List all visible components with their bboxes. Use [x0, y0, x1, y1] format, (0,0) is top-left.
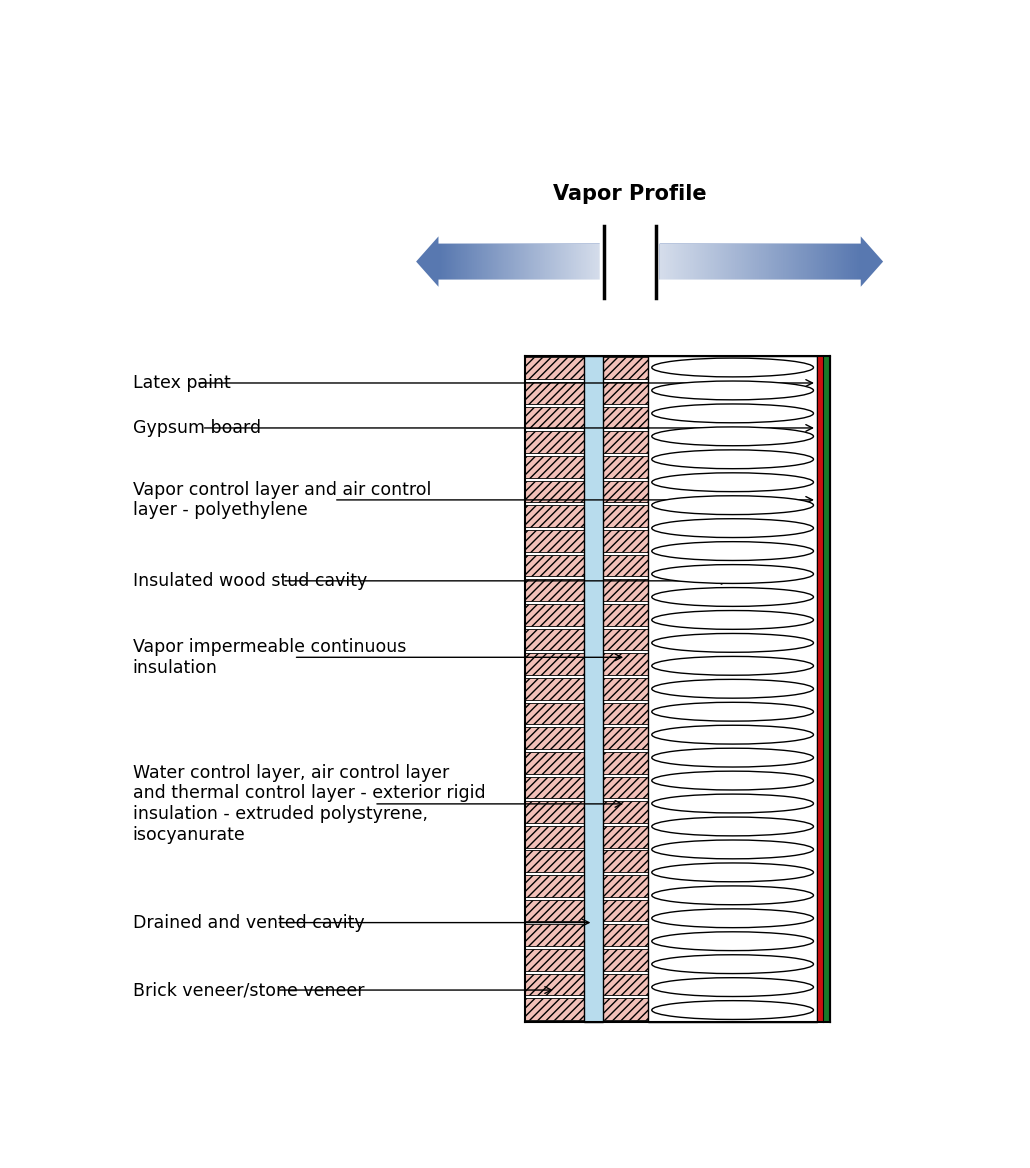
- Bar: [603, 752, 649, 773]
- Bar: [603, 653, 649, 675]
- Ellipse shape: [652, 656, 814, 675]
- Ellipse shape: [652, 954, 814, 974]
- Ellipse shape: [652, 725, 814, 744]
- Bar: [603, 826, 649, 848]
- Bar: [603, 974, 649, 995]
- Ellipse shape: [652, 680, 814, 698]
- Bar: [603, 999, 649, 1020]
- Bar: [525, 506, 584, 527]
- Bar: [603, 728, 649, 749]
- Bar: [603, 875, 649, 897]
- Bar: [823, 356, 830, 1022]
- Bar: [525, 555, 584, 576]
- Ellipse shape: [652, 359, 814, 377]
- Bar: [603, 801, 649, 823]
- Bar: [525, 875, 584, 897]
- Ellipse shape: [652, 633, 814, 652]
- Bar: [525, 950, 584, 971]
- Bar: [603, 850, 649, 872]
- Ellipse shape: [652, 611, 814, 630]
- Bar: [525, 481, 584, 502]
- Bar: [525, 604, 584, 626]
- Ellipse shape: [652, 978, 814, 996]
- Bar: [603, 456, 649, 478]
- Bar: [603, 506, 649, 527]
- Bar: [603, 628, 649, 651]
- Text: Water control layer, air control layer
and thermal control layer - exterior rigi: Water control layer, air control layer a…: [133, 764, 485, 844]
- Bar: [603, 604, 649, 626]
- Bar: [525, 382, 584, 404]
- FancyArrow shape: [659, 236, 883, 287]
- Bar: [603, 431, 649, 453]
- Bar: [525, 456, 584, 478]
- Text: Vapor control layer and air control
layer - polyethylene: Vapor control layer and air control laye…: [133, 480, 432, 520]
- Bar: [817, 356, 823, 1022]
- FancyArrow shape: [416, 236, 599, 287]
- Ellipse shape: [652, 771, 814, 790]
- Bar: [525, 703, 584, 724]
- Bar: [525, 974, 584, 995]
- Ellipse shape: [652, 495, 814, 515]
- Ellipse shape: [652, 381, 814, 399]
- Bar: [603, 357, 649, 380]
- Bar: [525, 653, 584, 675]
- Bar: [525, 899, 584, 922]
- Bar: [525, 777, 584, 798]
- Ellipse shape: [652, 863, 814, 882]
- Bar: [525, 357, 584, 380]
- Bar: [603, 579, 649, 602]
- Text: Latex paint: Latex paint: [133, 374, 231, 392]
- Bar: [525, 801, 584, 823]
- Bar: [584, 356, 603, 1022]
- Text: Insulated wood stud cavity: Insulated wood stud cavity: [133, 572, 367, 590]
- Bar: [525, 924, 584, 946]
- Ellipse shape: [652, 909, 814, 927]
- Bar: [525, 406, 584, 429]
- Ellipse shape: [652, 473, 814, 492]
- Ellipse shape: [652, 450, 814, 468]
- Bar: [603, 406, 649, 429]
- Bar: [525, 579, 584, 602]
- Bar: [603, 899, 649, 922]
- Text: Vapor impermeable continuous
insulation: Vapor impermeable continuous insulation: [133, 638, 406, 676]
- Ellipse shape: [652, 818, 814, 836]
- Bar: [603, 530, 649, 551]
- Bar: [525, 431, 584, 453]
- Text: Brick veneer/stone veneer: Brick veneer/stone veneer: [133, 981, 365, 999]
- Ellipse shape: [652, 840, 814, 858]
- Bar: [649, 356, 817, 1022]
- Bar: [603, 777, 649, 798]
- Bar: [603, 481, 649, 502]
- Text: Gypsum board: Gypsum board: [133, 419, 261, 437]
- Bar: [603, 703, 649, 724]
- Ellipse shape: [652, 404, 814, 423]
- Bar: [603, 950, 649, 971]
- Bar: [525, 850, 584, 872]
- Ellipse shape: [652, 427, 814, 446]
- Ellipse shape: [652, 794, 814, 813]
- Text: Drained and vented cavity: Drained and vented cavity: [133, 913, 365, 932]
- Bar: [525, 677, 584, 700]
- Bar: [603, 555, 649, 576]
- Ellipse shape: [652, 749, 814, 767]
- Ellipse shape: [652, 519, 814, 537]
- Ellipse shape: [652, 564, 814, 584]
- Ellipse shape: [652, 932, 814, 951]
- Bar: [603, 677, 649, 700]
- Bar: [603, 924, 649, 946]
- Ellipse shape: [652, 542, 814, 561]
- Ellipse shape: [652, 1001, 814, 1020]
- Ellipse shape: [652, 702, 814, 721]
- Ellipse shape: [652, 885, 814, 905]
- Bar: [525, 530, 584, 551]
- Ellipse shape: [652, 588, 814, 606]
- Bar: [525, 999, 584, 1020]
- Bar: [525, 752, 584, 773]
- Bar: [525, 728, 584, 749]
- Bar: [525, 628, 584, 651]
- Text: Vapor Profile: Vapor Profile: [553, 185, 707, 204]
- Bar: [525, 826, 584, 848]
- Bar: [603, 382, 649, 404]
